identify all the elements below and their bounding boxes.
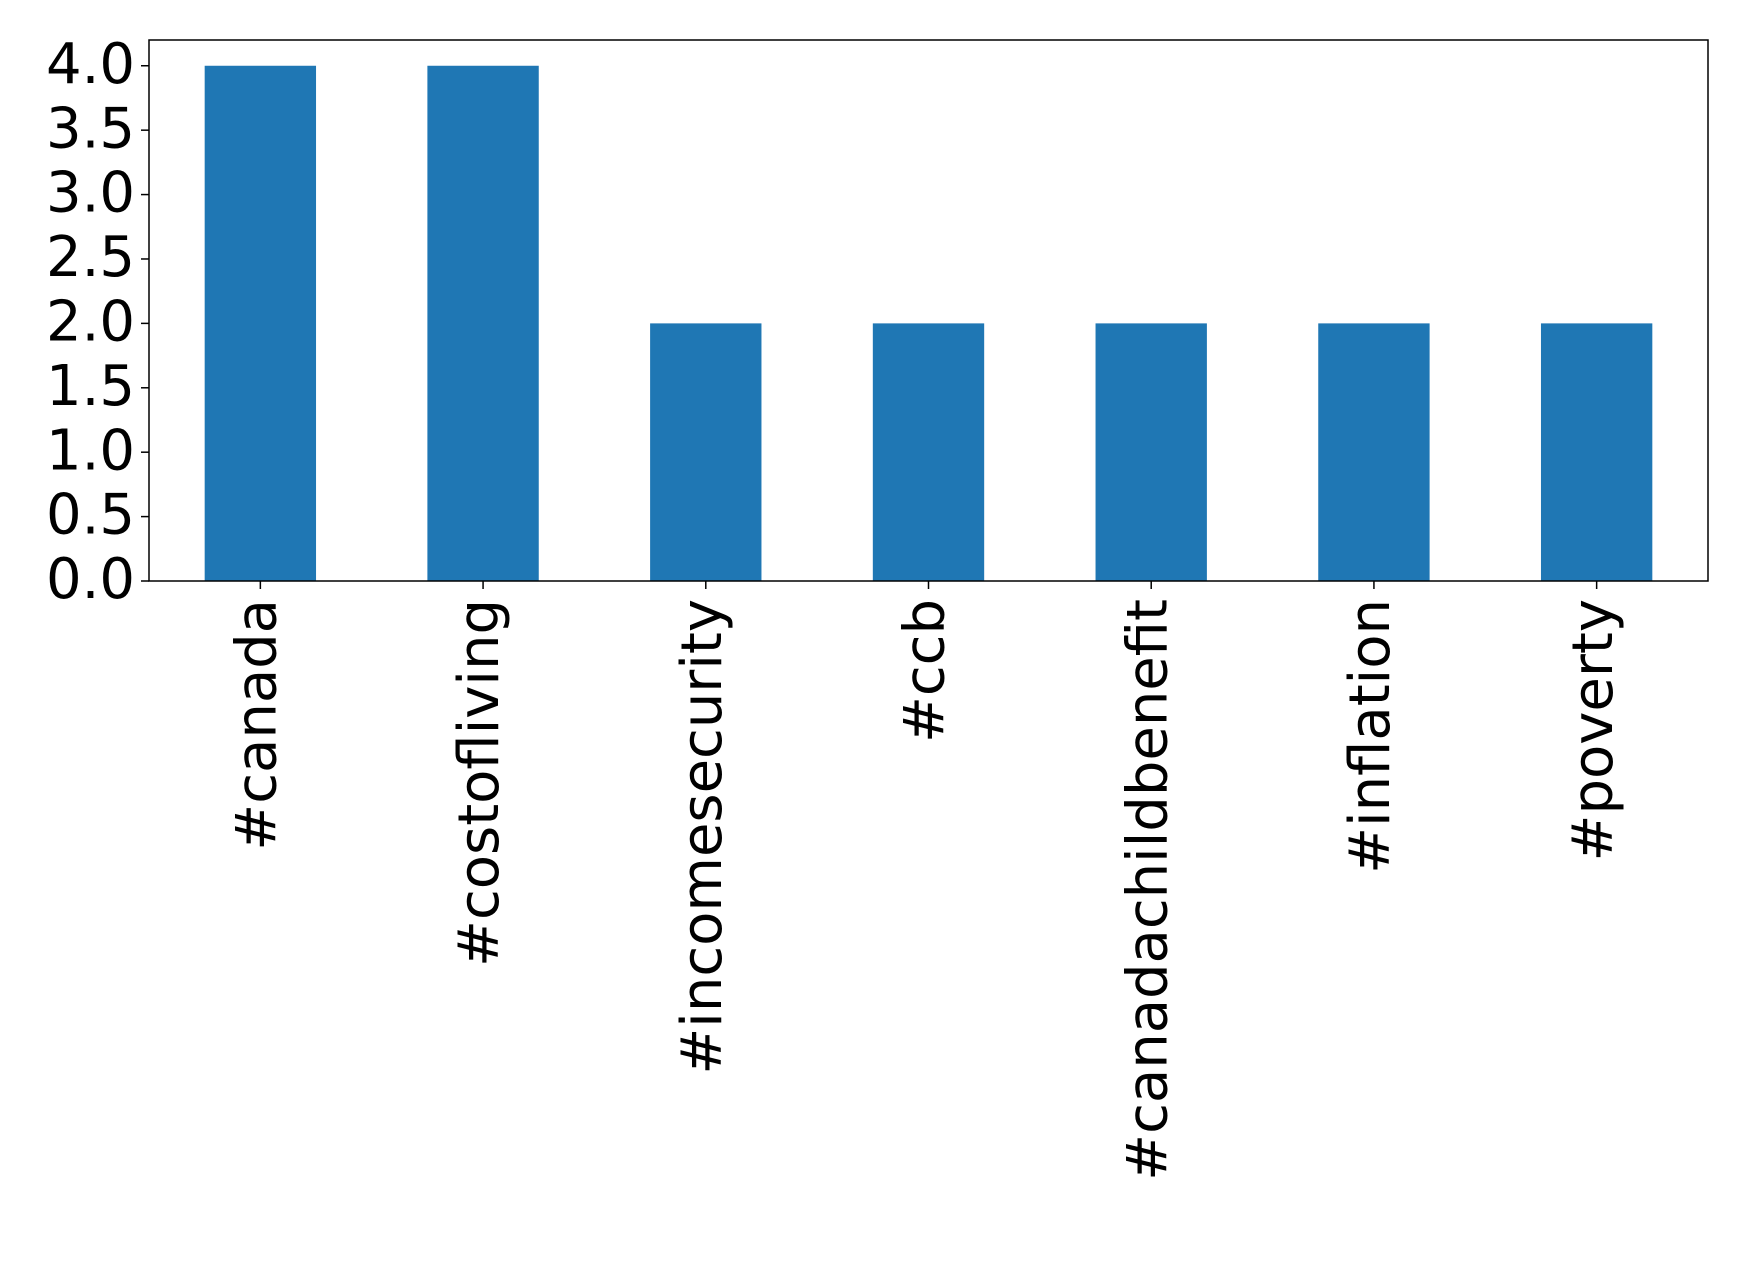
bar <box>427 65 539 581</box>
x-tick-label: #inflation <box>1338 599 1403 874</box>
bar <box>204 65 317 581</box>
y-tick-label: 3.5 <box>46 96 135 161</box>
bar <box>1095 323 1207 581</box>
y-tick-label: 1.5 <box>46 354 135 419</box>
y-tick-label: 0.5 <box>46 483 135 548</box>
y-tick-label: 2.0 <box>46 290 135 355</box>
x-tick-label: #costofliving <box>447 599 512 967</box>
bar <box>872 323 985 581</box>
x-tick-label: #poverty <box>1561 599 1626 861</box>
x-tick-label: #canadachildbenefit <box>1115 599 1180 1181</box>
bar <box>1540 323 1653 581</box>
y-tick-label: 1.0 <box>46 418 135 483</box>
bar <box>650 323 762 581</box>
axes-frame <box>148 39 1709 582</box>
x-tick-label: #ccb <box>893 599 958 743</box>
y-tick-label: 2.5 <box>46 225 135 290</box>
bar <box>1318 323 1430 581</box>
y-tick-label: 4.0 <box>46 32 135 97</box>
x-tick-label: #canada <box>224 599 289 851</box>
y-tick-label: 0.0 <box>46 547 135 612</box>
x-tick-label: #incomesecurity <box>670 599 735 1075</box>
y-tick-label: 3.0 <box>46 161 135 226</box>
